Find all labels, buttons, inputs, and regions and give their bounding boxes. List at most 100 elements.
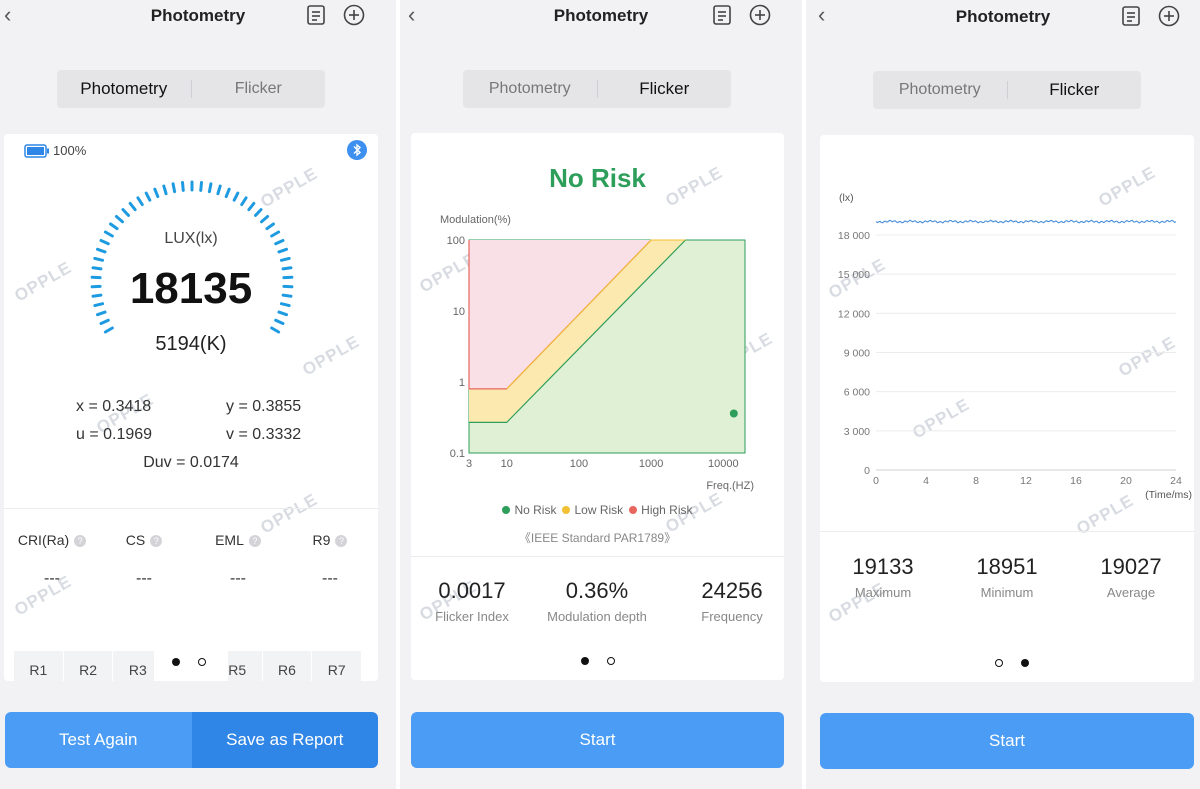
action-bar: Test Again Save as Report [5,712,378,768]
gauge-tick [171,182,177,194]
low-risk-edge [506,239,686,390]
y-tick-label: 0 [864,465,870,477]
gauge-tick [199,180,204,192]
back-icon[interactable]: ‹ [818,2,826,27]
tab-photometry[interactable]: Photometry [80,79,168,98]
help-icon[interactable]: ? [74,535,87,547]
photometry-screen: ‹ Photometry Photometry Flicker OPPLE OP… [0,0,396,789]
y-tick-label: 3 000 [844,426,870,438]
gauge-tick [109,222,119,231]
page-dot[interactable] [995,659,1003,667]
test-again-button[interactable]: Test Again [5,712,192,768]
back-icon[interactable]: ‹ [4,2,12,27]
gauge-tick [265,222,275,231]
save-report-button[interactable]: Save as Report [191,712,378,768]
document-icon[interactable] [710,3,734,27]
document-icon[interactable] [304,3,328,27]
page-dot[interactable] [607,657,615,665]
gauge-tick [95,310,107,317]
legend-swatch [562,506,571,514]
metric-value: --- [44,570,60,587]
duv-value: Duv = 0.0174 [143,454,239,471]
y-tick-label: 15 000 [838,269,870,281]
x-tick-label: 12 [1020,475,1032,487]
page-indicator [163,658,215,666]
measurement-point [729,409,738,418]
mode-tabs: Photometry Flicker [463,70,731,108]
y-tick-label: 1 [459,377,465,389]
gauge-tick [114,215,124,224]
page-title: Photometry [955,7,1051,26]
flicker-card: OPPLE OPPLE OPPLE OPPLE OPPLE No Risk 10… [411,133,784,680]
metric-value: --- [322,570,338,587]
maximum-label: Maximum [854,585,912,600]
add-circle-icon[interactable] [1157,4,1181,28]
gauge-tick [224,187,231,199]
maximum-value: 19133 [852,554,914,579]
metric-label-text: CS [125,532,146,548]
x-tick-label: 16 [1070,475,1082,487]
gauge-tick [279,302,291,308]
gauge-tick [240,196,248,207]
tab-photometry[interactable]: Photometry [488,80,571,97]
gauge-tick [277,310,289,317]
gauge-tick [274,238,285,246]
help-icon[interactable]: ? [248,535,261,547]
page-dot-active[interactable] [1021,659,1029,667]
add-circle-icon[interactable] [748,3,772,27]
gauge-tick [99,238,110,246]
bluetooth-icon[interactable] [347,140,367,160]
x-tick-label: 3 [466,458,472,470]
gauge-tick [99,318,110,326]
help-icon[interactable]: ? [150,535,163,547]
add-circle-icon[interactable] [342,3,366,27]
x-tick-label: 10 [501,458,513,470]
gauge-tick [136,196,144,207]
tab-flicker[interactable]: Flicker [234,80,282,97]
y-tick-label: 0.1 [450,448,465,460]
y-axis-title: (lx) [839,192,854,204]
x-tick-label: 0 [873,475,879,487]
legend-label: No Risk [514,503,557,517]
page-dot-active[interactable] [581,657,589,665]
waveform-card: OPPLE OPPLE OPPLE OPPLE OPPLE OPPLE 18 0… [820,135,1194,682]
gauge-tick [93,256,105,262]
start-button[interactable]: Start [820,713,1194,769]
r-value-cell: R7 [312,651,363,681]
gauge-tick [247,201,256,212]
y-tick-label: 12 000 [838,308,870,320]
x-tick-label: 8 [973,475,979,487]
start-button[interactable]: Start [411,712,784,768]
coord-y: y = 0.3855 [226,398,302,415]
modulation-depth-value: 0.36% [565,578,629,603]
tab-flicker[interactable]: Flicker [639,79,690,98]
gauge-tick [144,191,152,202]
flicker-waveform-screen: ‹ Photometry Photometry Flicker OPPLE OP… [806,0,1200,789]
gauge-tick [121,208,131,217]
back-icon[interactable]: ‹ [408,2,416,27]
mode-tabs: Photometry Flicker [873,71,1141,109]
legend-item: High Risk [629,503,693,517]
metric-label-text: EML [215,532,244,548]
x-tick-label: 1000 [639,458,663,470]
help-icon[interactable]: ? [335,535,348,547]
page-dot-active[interactable] [172,658,180,666]
tab-photometry[interactable]: Photometry [898,81,981,98]
lux-gauge [90,180,294,334]
page-dot[interactable] [198,658,206,666]
gauge-tick [260,215,270,224]
minimum-label: Minimum [980,585,1034,600]
x-tick-label: 20 [1120,475,1132,487]
tab-flicker[interactable]: Flicker [1049,80,1100,99]
high-risk-region [469,240,652,389]
frequency-label: Frequency [701,609,763,624]
average-value: 19027 [1100,554,1162,579]
metric-label-text: R9 [312,532,331,548]
y-axis-title: Modulation(%) [440,214,511,226]
x-tick-label: 100 [570,458,588,470]
gauge-tick [91,293,103,298]
r-value-cell: R2 [63,651,114,681]
document-icon[interactable] [1119,4,1143,28]
x-tick-label: 24 [1170,475,1182,487]
gauge-unit-label: LUX(lx) [164,230,218,247]
